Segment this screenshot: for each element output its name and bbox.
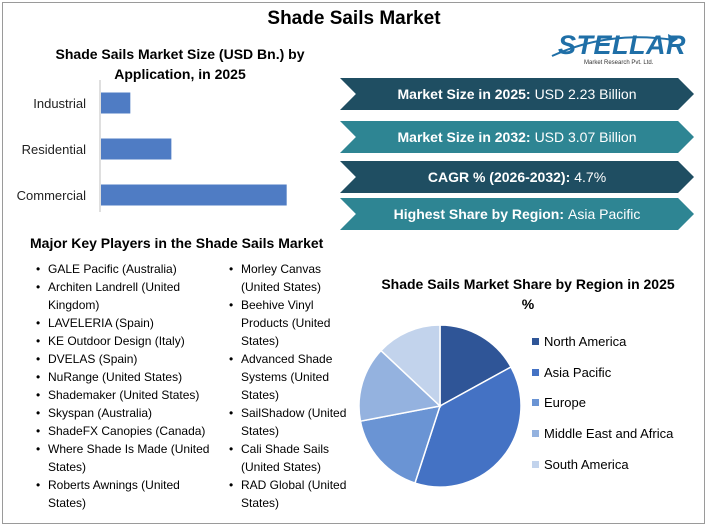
swoosh-icon: [551, 34, 678, 57]
key-player-item: ShadeFX Canopies (Canada): [34, 422, 214, 440]
legend-item: South America: [532, 449, 673, 480]
legend-swatch: [532, 460, 539, 468]
banner-market-size-2032: Market Size in 2032: USD 3.07 Billion: [340, 121, 694, 153]
key-player-item: LAVELERIA (Spain): [34, 314, 214, 332]
key-player-item: GALE Pacific (Australia): [34, 260, 214, 278]
banner-value: 4.7%: [574, 169, 607, 185]
key-player-item: Architen Landrell (United Kingdom): [34, 278, 214, 314]
key-player-item: Cali Shade Sails (United States): [227, 440, 357, 476]
legend-swatch: [532, 399, 539, 407]
region-pie-chart: [358, 324, 522, 488]
bar-chart-title: Shade Sails Market Size (USD Bn.) by App…: [55, 46, 305, 82]
legend-label: North America: [544, 333, 627, 349]
key-players-title: Major Key Players in the Shade Sails Mar…: [30, 235, 324, 251]
page-title: Shade Sails Market: [267, 8, 441, 29]
logo-subtitle: Market Research Pvt. Ltd.: [584, 60, 654, 66]
banner-market-size-2025: Market Size in 2025: USD 2.23 Billion: [340, 78, 694, 110]
legend-label: South America: [544, 456, 629, 472]
legend-item: North America: [532, 326, 673, 357]
bar-residential: [101, 138, 172, 160]
banner-label: Market Size in 2025:: [397, 86, 531, 102]
bar-industrial: [101, 92, 131, 114]
banner-cagr: CAGR % (2026-2032): 4.7%: [340, 161, 694, 193]
key-player-item: Roberts Awnings (United States): [34, 476, 214, 512]
pie-slice-middle-east-and-africa: [358, 349, 442, 423]
banner-value: USD 3.07 Billion: [534, 129, 637, 145]
bar-commercial: [101, 184, 287, 206]
key-player-item: Beehive Vinyl Products (United States): [227, 296, 357, 350]
banner-highest-share-region: Highest Share by Region: Asia Pacific: [340, 198, 694, 230]
key-player-item: KE Outdoor Design (Italy): [34, 332, 214, 350]
legend-item: Asia Pacific: [532, 357, 673, 388]
bar-category-label: Commercial: [17, 188, 86, 203]
pie-slice-europe: [359, 405, 442, 484]
banner-label: CAGR % (2026-2032):: [427, 169, 571, 185]
key-player-item: Advanced Shade Systems (United States): [227, 350, 357, 404]
pie-chart-title: Shade Sails Market Share by Region in 20…: [381, 276, 675, 312]
key-player-item: DVELAS (Spain): [34, 350, 214, 368]
key-players-list-left: GALE Pacific (Australia)Architen Landrel…: [34, 260, 214, 512]
key-players-list-right: Morley Canvas (United States)Beehive Vin…: [227, 260, 357, 512]
key-player-item: Shademaker (United States): [34, 386, 214, 404]
pie-legend: North America Asia Pacific Europe Middle Ea…: [532, 326, 673, 479]
pie-slice-north-america: [439, 324, 512, 408]
bar-category-label: Residential: [22, 142, 86, 157]
legend-swatch: [532, 337, 539, 345]
key-player-item: RAD Global (United States): [227, 476, 357, 512]
stellar-logo: STELLAR Market Research Pvt. Ltd.: [548, 26, 688, 72]
legend-item: Europe: [532, 387, 673, 418]
legend-item: Middle East and Africa: [532, 418, 673, 449]
key-player-item: Skyspan (Australia): [34, 404, 214, 422]
legend-swatch: [532, 368, 539, 376]
banner-value: Asia Pacific: [568, 206, 641, 222]
legend-swatch: [532, 429, 539, 437]
key-player-item: Morley Canvas (United States): [227, 260, 357, 296]
banner-label: Market Size in 2032:: [397, 129, 531, 145]
key-player-item: SailShadow (United States): [227, 404, 357, 440]
key-player-item: NuRange (United States): [34, 368, 214, 386]
pie-slice-asia-pacific: [414, 365, 522, 488]
pie-slice-south-america: [379, 324, 441, 408]
bar-category-label: Industrial: [33, 96, 86, 111]
legend-label: Middle East and Africa: [544, 425, 674, 441]
application-bar-chart: Industrial Residential Commercial: [17, 80, 287, 212]
logo-text: STELLAR: [558, 30, 686, 60]
banner-value: USD 2.23 Billion: [534, 86, 637, 102]
key-player-item: Where Shade Is Made (United States): [34, 440, 214, 476]
banner-label: Highest Share by Region:: [393, 206, 564, 222]
legend-label: Asia Pacific: [544, 364, 612, 380]
legend-label: Europe: [544, 395, 586, 411]
